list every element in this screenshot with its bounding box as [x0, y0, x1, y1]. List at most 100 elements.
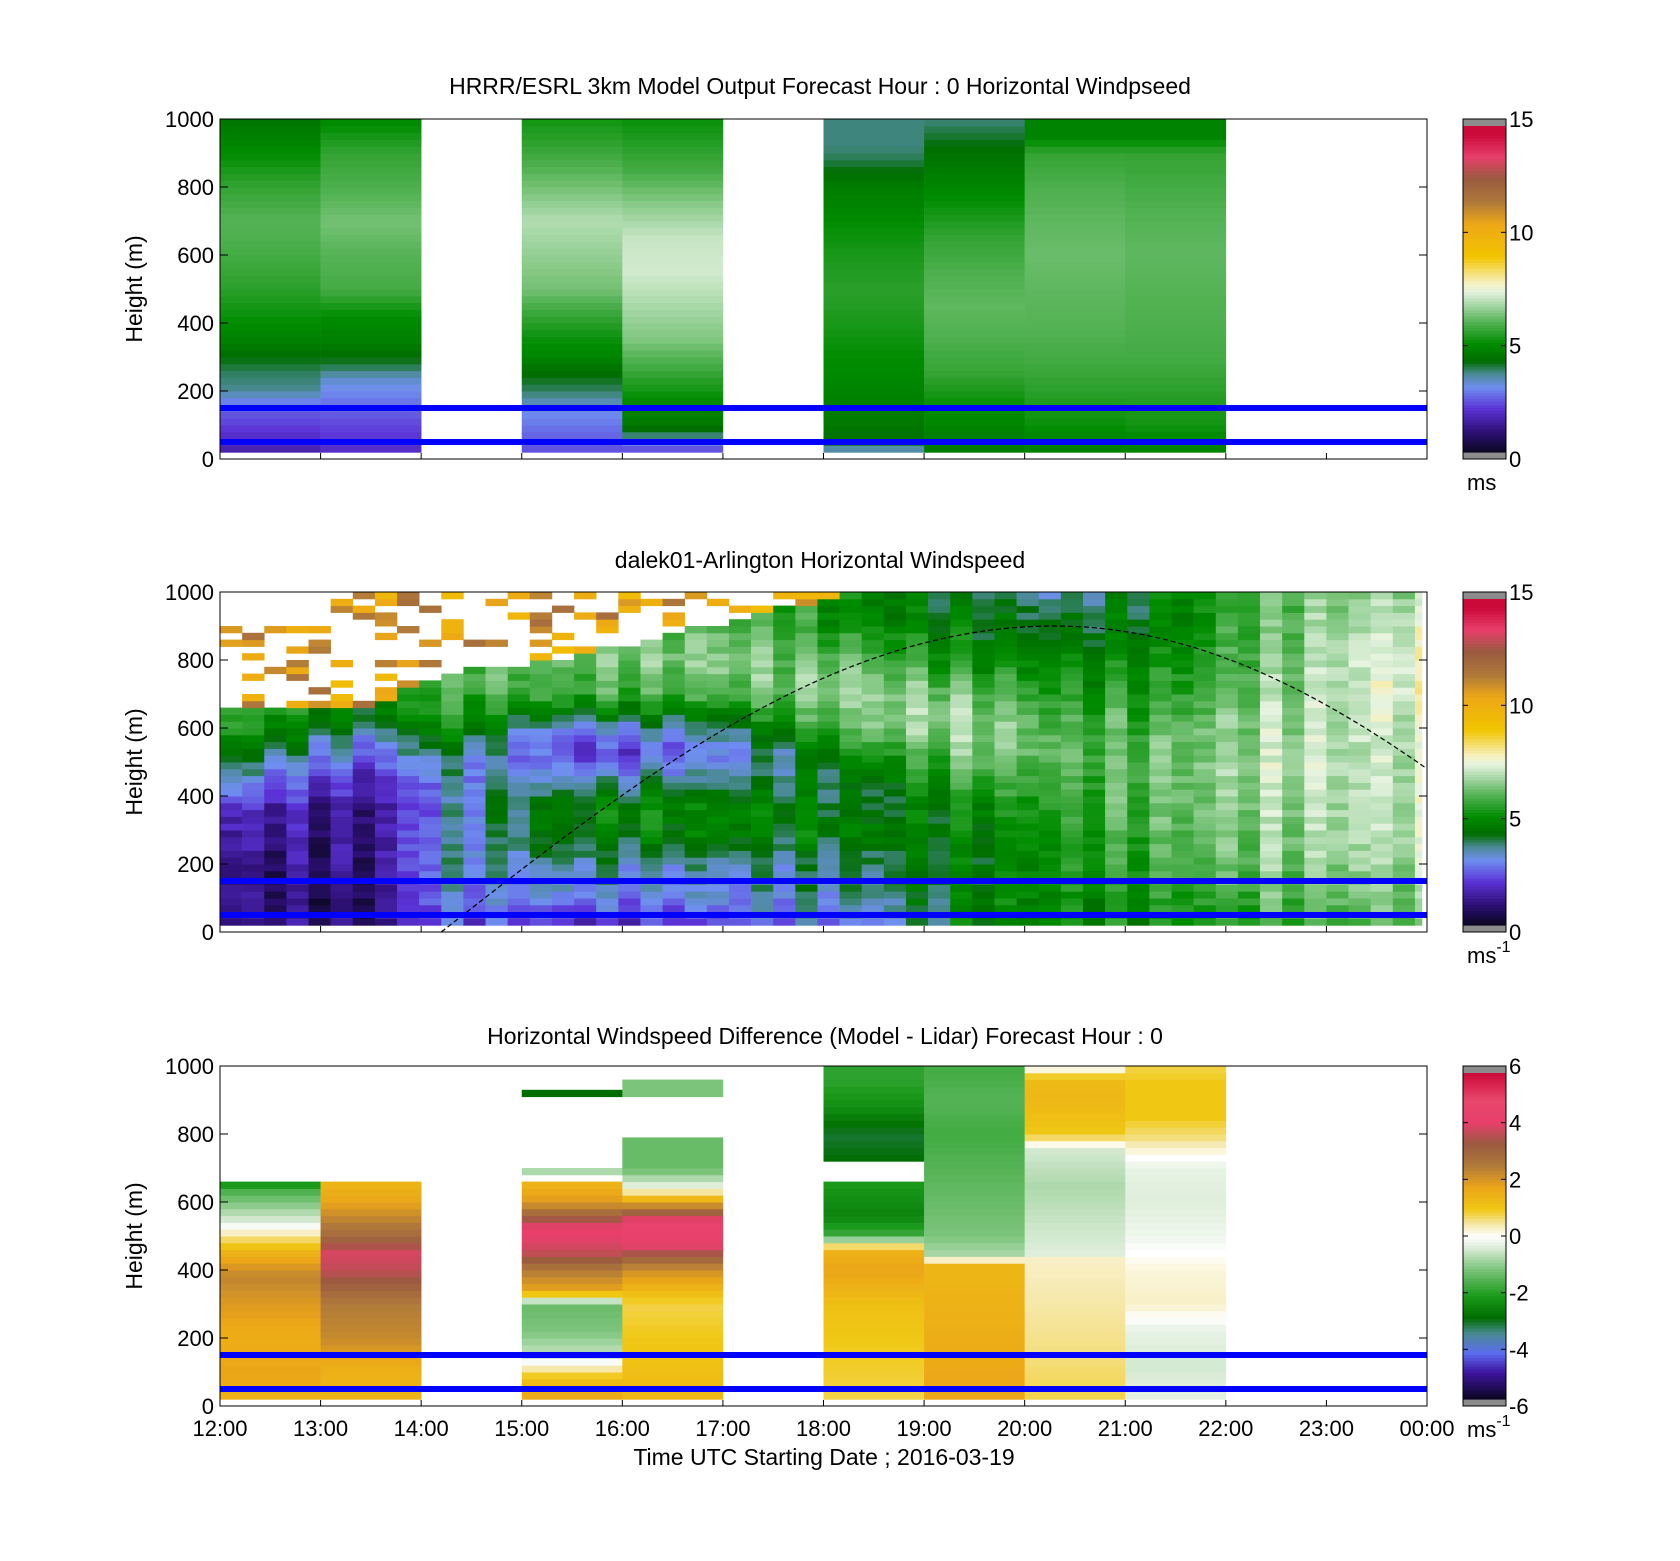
heatmap-cell [330, 775, 354, 783]
heatmap-cell [928, 809, 951, 817]
colorbar-segment [1463, 1200, 1506, 1204]
heatmap-cell [1125, 336, 1227, 344]
heatmap-cell [220, 132, 321, 140]
heatmap-cell [950, 816, 973, 824]
y-tick-label: 600 [177, 243, 214, 268]
heatmap-cell [823, 1188, 925, 1196]
colorbar-segment [1463, 868, 1506, 873]
heatmap-cell [574, 864, 597, 872]
heatmap-cell [1392, 904, 1416, 913]
heatmap-cell [817, 653, 840, 661]
heatmap-cell [839, 870, 863, 879]
heatmap-cell [751, 619, 774, 627]
heatmap-cell [1215, 796, 1239, 804]
heatmap-cell [1149, 653, 1172, 661]
heatmap-cell [596, 680, 619, 688]
heatmap-cell [795, 653, 818, 661]
heatmap-cell [662, 639, 685, 647]
heatmap-cell [883, 673, 907, 681]
heatmap-cell [1282, 714, 1305, 722]
heatmap-cell [397, 830, 420, 838]
heatmap-cell [928, 748, 951, 756]
heatmap-cell [928, 768, 951, 777]
heatmap-cell [728, 653, 752, 661]
heatmap-cell [596, 734, 619, 743]
heatmap-cell [1125, 1066, 1227, 1074]
heatmap-cell [924, 1256, 1025, 1264]
heatmap-cell [463, 694, 486, 702]
heatmap-cell [928, 626, 951, 634]
heatmap-cell [1171, 741, 1194, 749]
heatmap-cell [839, 816, 863, 824]
heatmap-cell [1260, 653, 1283, 661]
heatmap-cell [1125, 125, 1227, 134]
heatmap-cell [618, 796, 641, 804]
heatmap-cell [1414, 789, 1423, 797]
heatmap-cell [441, 687, 464, 695]
heatmap-cell [397, 626, 420, 634]
heatmap-cell [1414, 762, 1423, 770]
heatmap-cell [507, 918, 531, 926]
colorbar-segment [1463, 389, 1506, 394]
heatmap-cell [823, 329, 925, 338]
heatmap-cell [1348, 796, 1371, 804]
colorbar-segment [1463, 1253, 1506, 1258]
heatmap-cell [521, 295, 623, 304]
heatmap-cell [551, 891, 575, 899]
heatmap-cell [596, 836, 619, 845]
heatmap-cell [751, 666, 774, 675]
heatmap-cell [397, 707, 420, 715]
heatmap-cell [1038, 707, 1062, 715]
heatmap-cell [684, 768, 708, 777]
model-reference-lines [220, 405, 1427, 445]
heatmap-cell [1414, 680, 1423, 688]
heatmap-cell [1193, 864, 1217, 872]
heatmap-cell [529, 796, 553, 804]
heatmap-cell [823, 1202, 925, 1210]
colorbar-segment [1463, 1316, 1506, 1320]
heatmap-cell [994, 870, 1017, 879]
heatmap-cell [1304, 816, 1327, 824]
heatmap-cell [1016, 748, 1040, 756]
heatmap-cell [1024, 1283, 1126, 1291]
heatmap-cell [1370, 707, 1394, 715]
heatmap-cell [972, 762, 995, 770]
heatmap-cell [1024, 1263, 1126, 1271]
heatmap-cell [419, 728, 442, 736]
heatmap-cell [551, 898, 575, 906]
colorbar-segment [1463, 693, 1506, 698]
heatmap-cell [905, 870, 929, 879]
heatmap-cell [1326, 898, 1349, 906]
heatmap-cell [308, 768, 331, 777]
heatmap-cell [883, 789, 907, 797]
heatmap-cell [397, 741, 420, 749]
heatmap-cell [684, 836, 708, 845]
heatmap-cell [1038, 850, 1062, 858]
heatmap-cell [1193, 768, 1217, 777]
heatmap-cell [529, 619, 553, 627]
heatmap-cell [994, 728, 1017, 736]
heatmap-cell [330, 891, 354, 899]
colorbar-segment [1463, 702, 1506, 707]
heatmap-cell [622, 1174, 724, 1183]
colorbar-cap [1463, 925, 1506, 932]
heatmap-cell [397, 918, 420, 926]
colorbar-segment [1463, 416, 1506, 420]
heatmap-cell [823, 1222, 925, 1230]
heatmap-cell [320, 1263, 422, 1271]
heatmap-cell [924, 1372, 1025, 1380]
heatmap-cell [485, 789, 508, 797]
y-tick-label: 200 [177, 852, 214, 877]
heatmap-cell [1370, 789, 1394, 797]
heatmap-cell [1083, 605, 1106, 613]
heatmap-cell [1282, 666, 1305, 675]
heatmap-cell [924, 1365, 1025, 1373]
heatmap-cell [1125, 1174, 1227, 1183]
heatmap-cell [640, 639, 663, 647]
heatmap-cell [662, 782, 685, 790]
heatmap-cell [1326, 714, 1349, 722]
heatmap-cell [330, 748, 354, 756]
heatmap-cell [1024, 173, 1126, 181]
heatmap-cell [1237, 700, 1261, 709]
